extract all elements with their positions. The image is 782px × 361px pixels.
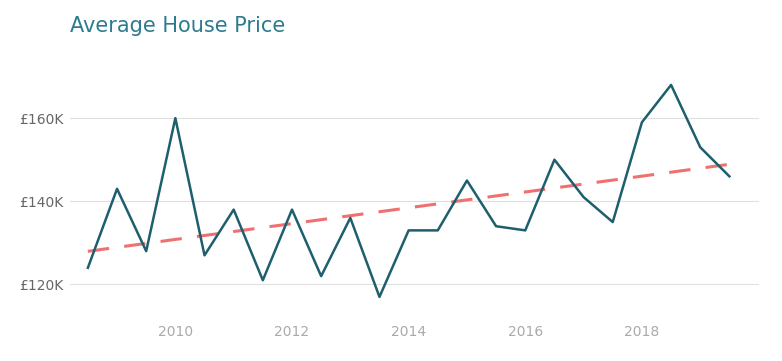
Text: Average House Price: Average House Price [70, 16, 285, 36]
